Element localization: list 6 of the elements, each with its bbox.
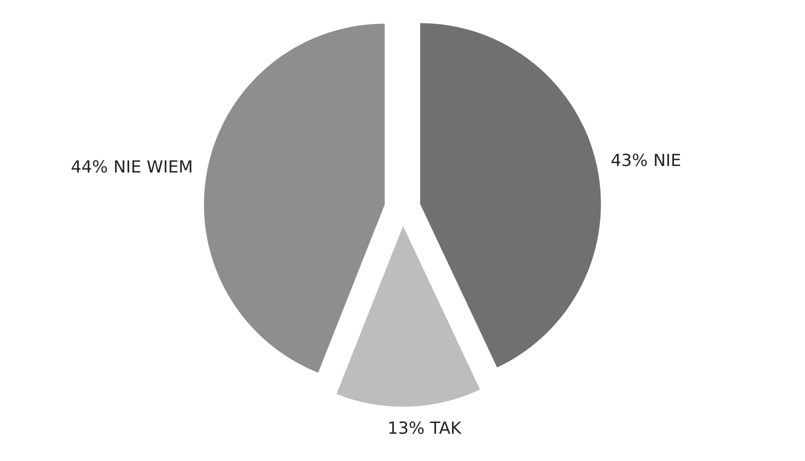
data-label: 44% [72, 160, 107, 173]
data-label: 43% [612, 154, 647, 166]
slice-label: TAK [430, 422, 462, 434]
slice-label: NIE WIEM [115, 160, 192, 173]
slice-label: NIE [654, 154, 680, 166]
data-label: 13% [389, 421, 424, 434]
